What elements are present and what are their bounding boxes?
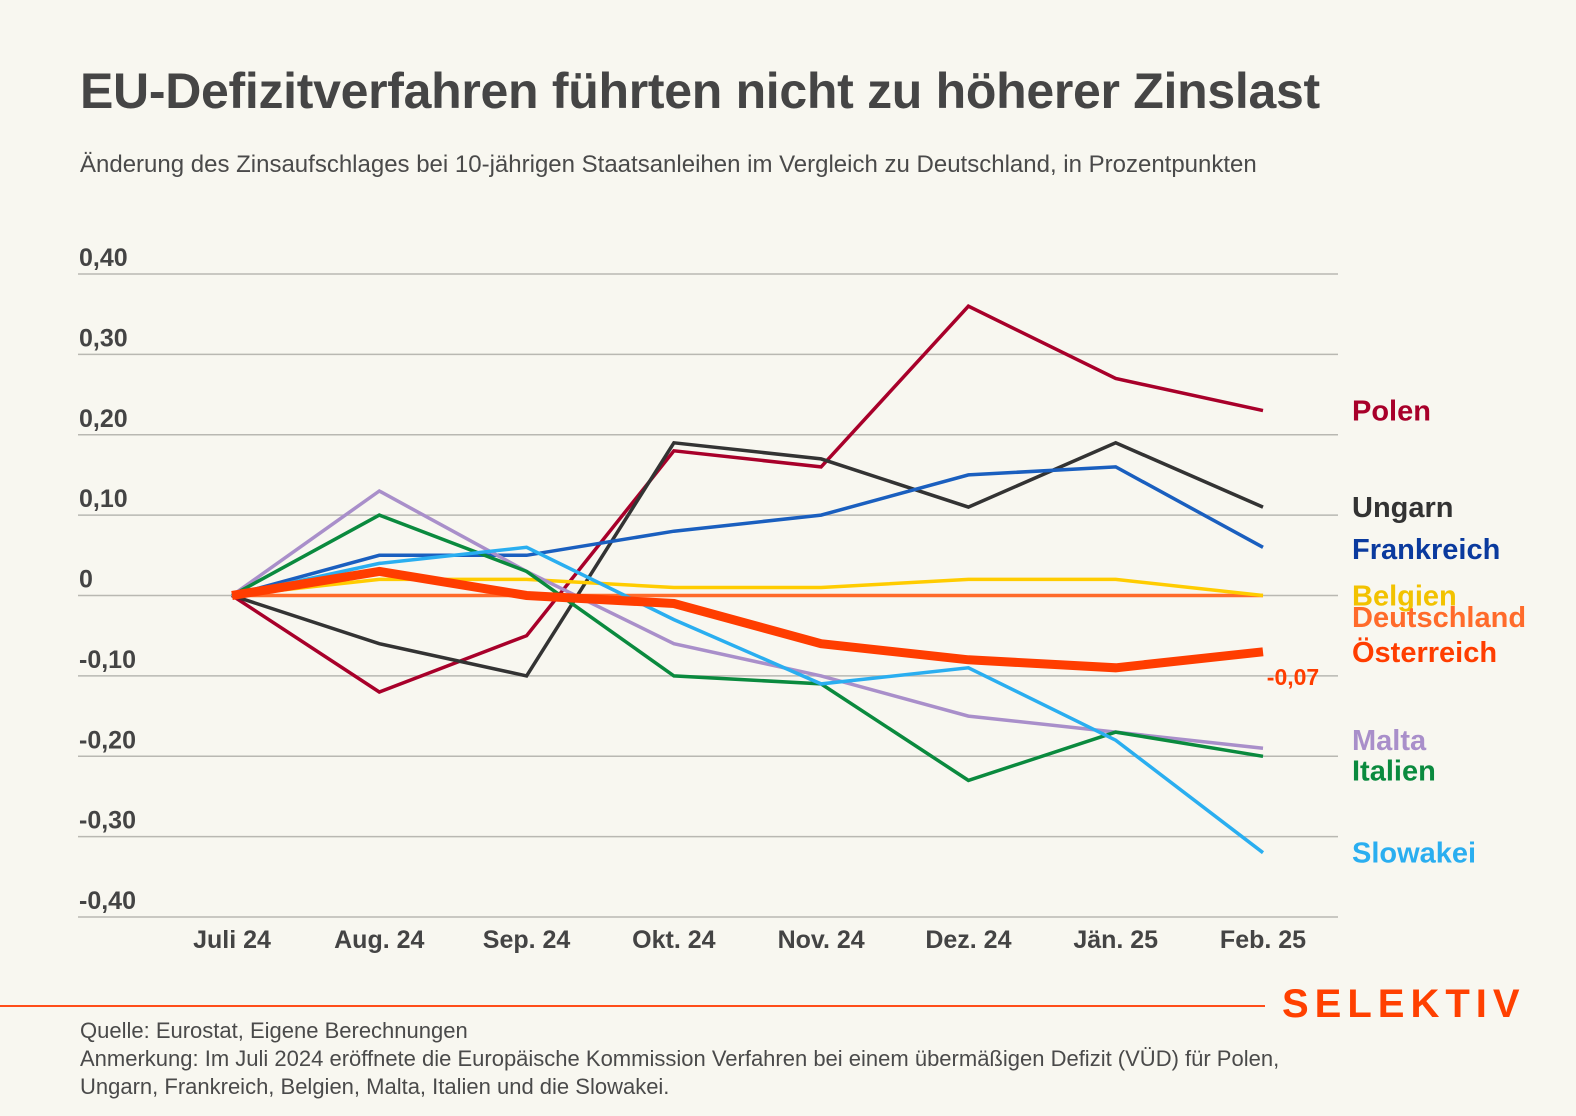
annotations: -0,07 bbox=[1267, 664, 1319, 690]
series-label-malta: Malta bbox=[1352, 725, 1427, 757]
brand-logo: SELEKTIV bbox=[1282, 982, 1526, 1026]
source-note: Quelle: Eurostat, Eigene Berechnungen bbox=[80, 1018, 468, 1043]
series-label-ungarn: Ungarn bbox=[1352, 492, 1454, 524]
chart-title: EU-Defizitverfahren führten nicht zu höh… bbox=[80, 63, 1320, 119]
series-label-polen: Polen bbox=[1352, 396, 1431, 428]
footer-notes: Quelle: Eurostat, Eigene Berechnungen An… bbox=[80, 1017, 1530, 1101]
series-line-ungarn bbox=[231, 440, 1264, 678]
series-line-slowakei bbox=[231, 545, 1265, 855]
y-tick-label: -0,40 bbox=[79, 887, 136, 915]
footer-divider bbox=[0, 1005, 1265, 1007]
x-tick-label: Nov. 24 bbox=[778, 926, 865, 954]
y-tick-label: 0 bbox=[79, 566, 93, 594]
series-line-oesterreich bbox=[231, 566, 1264, 673]
annotation-note-line-2: Ungarn, Frankreich, Belgien, Malta, Ital… bbox=[80, 1074, 670, 1099]
x-axis-ticks: Juli 24 Aug. 24 Sep. 24 Okt. 24 Nov. 24 Dez. … bbox=[193, 926, 1306, 954]
y-tick-label: 0,30 bbox=[79, 324, 128, 352]
chart-subtitle: Änderung des Zinsaufschlages bei 10-jähr… bbox=[80, 151, 1257, 178]
series-label-italien: Italien bbox=[1352, 756, 1436, 788]
series-labels: Polen Ungarn Frankreich BelgienDeutschlandÖ… bbox=[1352, 396, 1526, 870]
data-label-oesterreich: -0,07 bbox=[1267, 664, 1319, 690]
y-tick-label: 0,40 bbox=[79, 244, 128, 272]
series-label-slowakei: Slowakei bbox=[1352, 838, 1476, 870]
y-tick-label: -0,30 bbox=[79, 807, 136, 835]
series-line-italien bbox=[231, 513, 1264, 783]
series-line-polen bbox=[231, 304, 1264, 694]
y-tick-label: -0,10 bbox=[79, 646, 136, 674]
y-tick-label: 0,10 bbox=[79, 485, 128, 513]
series-label-oesterreich: Österreich bbox=[1352, 636, 1497, 669]
x-tick-label: Dez. 24 bbox=[925, 926, 1011, 954]
x-tick-label: Sep. 24 bbox=[483, 926, 571, 954]
series-lines bbox=[230, 304, 1265, 855]
x-tick-label: Aug. 24 bbox=[334, 926, 424, 954]
series-label-deutschland: Deutschland bbox=[1352, 602, 1526, 634]
x-tick-label: Okt. 24 bbox=[632, 926, 715, 954]
series-line-frankreich bbox=[231, 465, 1264, 598]
y-tick-label: -0,20 bbox=[79, 726, 136, 754]
y-tick-label: 0,20 bbox=[79, 405, 128, 433]
annotation-note-line-1: Anmerkung: Im Juli 2024 eröffnete die Eu… bbox=[80, 1046, 1280, 1071]
x-tick-label: Feb. 25 bbox=[1220, 926, 1306, 954]
series-line-belgien bbox=[231, 577, 1264, 598]
series-label-belgien: Belgien bbox=[1352, 581, 1457, 613]
series-label-frankreich: Frankreich bbox=[1352, 534, 1500, 566]
x-tick-label: Jän. 25 bbox=[1073, 926, 1158, 954]
y-axis-ticks: 0,40 0,30 0,20 0,10 0 -0,10 -0,20 -0,30 -0,40 bbox=[79, 244, 136, 915]
line-chart: 0,40 0,30 0,20 0,10 0 -0,10 -0,20 -0,30 -0,40 Ju… bbox=[78, 244, 1526, 954]
x-tick-label: Juli 24 bbox=[193, 926, 271, 954]
